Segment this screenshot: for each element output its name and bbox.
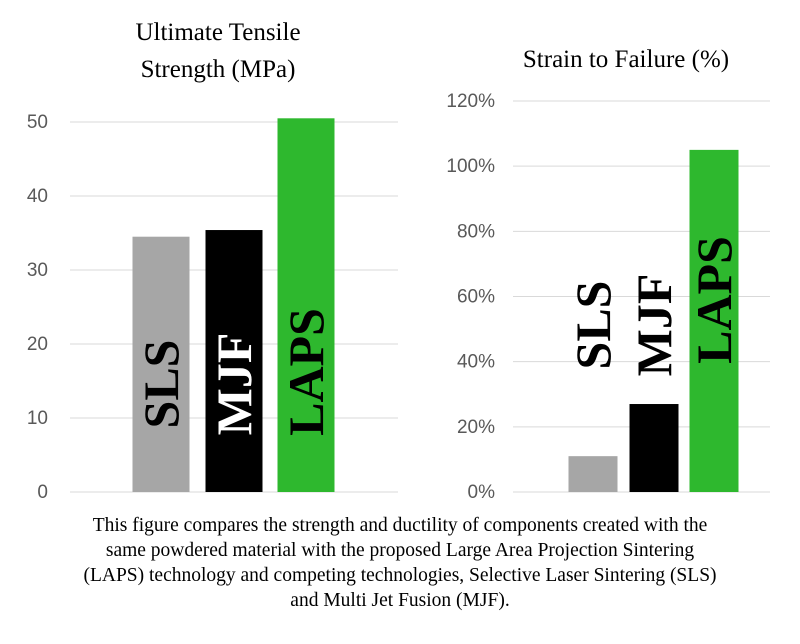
chart-title-line: Strength (MPa) bbox=[141, 56, 296, 83]
chart-title-line: Ultimate Tensile bbox=[135, 19, 300, 46]
y-tick-label: 80% bbox=[457, 221, 495, 242]
caption-line: same powdered material with the proposed… bbox=[105, 540, 695, 561]
bar-label-mjf: MJF bbox=[626, 274, 682, 377]
y-tick-label: 40 bbox=[27, 186, 48, 207]
y-tick-label: 100% bbox=[446, 156, 495, 177]
y-tick-label: 20 bbox=[27, 334, 48, 355]
bar-sls bbox=[568, 456, 618, 492]
bar-mjf bbox=[205, 230, 263, 493]
bar-sls bbox=[132, 236, 190, 492]
strain-to-failure-chart: Strain to Failure (%) 0% 20% 40% 60% 80% 100% 1… bbox=[446, 46, 770, 503]
bar-label-laps: LAPS bbox=[686, 236, 742, 364]
y-tick-label: 20% bbox=[457, 417, 495, 438]
y-tick-label: 0% bbox=[468, 482, 496, 503]
y-tick-label: 30 bbox=[27, 260, 48, 281]
bar-mjf bbox=[629, 404, 679, 492]
y-tick-label: 10 bbox=[27, 408, 48, 429]
bar-laps bbox=[277, 118, 335, 493]
y-tick-label: 120% bbox=[446, 91, 495, 112]
tensile-strength-chart: Ultimate Tensile Strength (MPa) 0 10 20 30 40 5… bbox=[27, 19, 398, 503]
y-tick-label: 40% bbox=[457, 352, 495, 373]
caption-line: (LAPS) technology and competing technolo… bbox=[83, 565, 717, 586]
charts-figure: Ultimate Tensile Strength (MPa) 0 10 20 30 40 5… bbox=[27, 19, 770, 503]
figure-caption: This figure compares the strength and du… bbox=[0, 513, 800, 613]
y-tick-label: 50 bbox=[27, 112, 48, 133]
caption-line: and Multi Jet Fusion (MJF). bbox=[290, 590, 510, 611]
bar-label-laps: LAPS bbox=[278, 308, 334, 436]
chart-title-line: Strain to Failure (%) bbox=[523, 46, 729, 73]
bar-label-mjf: MJF bbox=[206, 333, 262, 436]
bar-laps bbox=[689, 149, 739, 492]
bar-label-sls: SLS bbox=[565, 281, 621, 370]
caption-line: This figure compares the strength and du… bbox=[92, 515, 708, 536]
y-tick-label: 0 bbox=[37, 482, 48, 503]
y-tick-label: 60% bbox=[457, 287, 495, 308]
bar-label-sls: SLS bbox=[133, 340, 189, 429]
